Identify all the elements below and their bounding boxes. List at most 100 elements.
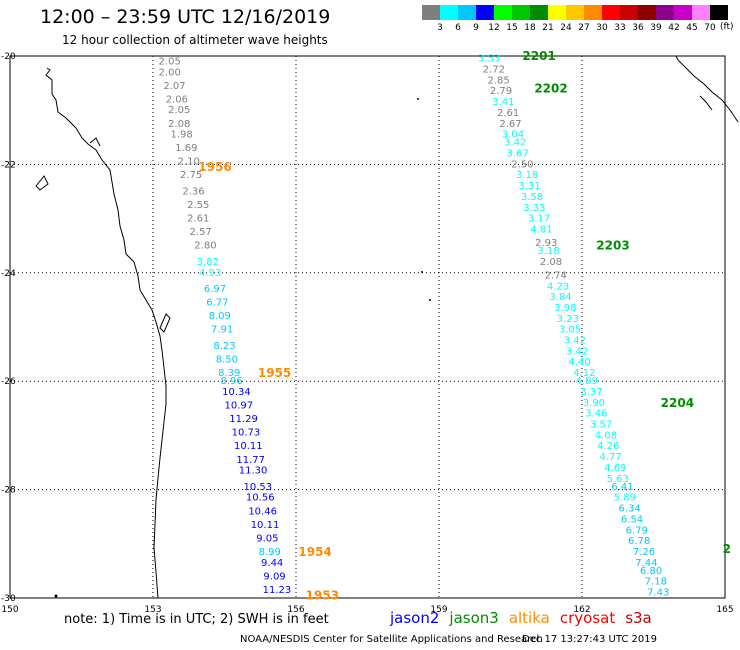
color-swatch — [656, 5, 674, 20]
wave-height-label: 5.63 — [607, 474, 629, 485]
color-scale-label: 39 — [650, 23, 662, 33]
color-swatch — [566, 5, 584, 20]
color-swatch — [620, 5, 638, 20]
wave-height-label: 3.98 — [554, 303, 576, 314]
wave-height-label: 10.97 — [224, 401, 253, 412]
wave-height-label: 2.80 — [194, 241, 216, 252]
wave-height-label: 3.90 — [583, 398, 605, 409]
fraser-island — [159, 313, 171, 333]
island-dot — [429, 299, 431, 301]
wave-height-label: 4.81 — [530, 224, 552, 235]
wave-height-label: 3.84 — [549, 292, 571, 303]
wave-height-label: 7.26 — [633, 547, 655, 558]
color-swatch — [440, 5, 458, 20]
wave-height-label: 6.78 — [628, 536, 650, 547]
wave-height-label: 2.57 — [190, 227, 212, 238]
wave-height-label: 3.31 — [518, 181, 540, 192]
mission-jason3: jason3 — [449, 609, 499, 627]
wave-height-label: 4.77 — [599, 452, 621, 463]
wave-height-label: 8.09 — [209, 311, 231, 322]
bay-detail-coast — [89, 137, 101, 147]
coastline — [35, 55, 739, 599]
wave-height-label: 6.41 — [611, 482, 633, 493]
color-scale-label: 9 — [473, 23, 479, 33]
wave-height-label: 8.96 — [221, 376, 243, 387]
wave-height-label: 3.58 — [521, 192, 543, 203]
wave-height-label: 6.77 — [206, 298, 228, 309]
wave-height-label: 4.23 — [547, 281, 569, 292]
wave-height-label: 8.23 — [213, 341, 235, 352]
wave-height-label: 2.05 — [159, 56, 181, 67]
color-scale-label: 70 — [704, 23, 716, 33]
wave-height-label: 4.93 — [199, 268, 221, 279]
pass-number-label: 1956 — [198, 160, 231, 174]
wave-height-label: 6.54 — [621, 514, 643, 525]
wave-height-label: 6.80 — [640, 566, 662, 577]
color-swatch — [638, 5, 656, 20]
wave-height-label: 3.33 — [523, 203, 545, 214]
wave-height-label: 11.23 — [263, 585, 292, 596]
wave-height-label: 6.79 — [626, 525, 648, 536]
wave-height-label: 6.34 — [619, 504, 641, 515]
whitsunday-islands — [35, 175, 49, 191]
wave-height-label: 3.67 — [507, 149, 529, 160]
latitude-tick-label: -20 — [1, 52, 16, 62]
color-swatch — [692, 5, 710, 20]
wave-height-label: 8.39 — [218, 368, 240, 379]
wave-height-label: 10.11 — [234, 441, 263, 452]
wave-height-label: 9.09 — [263, 571, 285, 582]
color-scale-label: 15 — [506, 23, 518, 33]
latitude-tick-label: -24 — [1, 269, 16, 279]
longitude-tick-label: 153 — [144, 605, 161, 615]
wave-height-label: 4.26 — [597, 441, 619, 452]
australia-coastline — [45, 67, 167, 599]
wave-height-label: 2.67 — [499, 119, 521, 130]
map-frame — [9, 55, 726, 599]
wave-height-label: 1.69 — [175, 143, 197, 154]
wave-height-label: 2.85 — [487, 75, 509, 86]
color-swatch — [674, 5, 692, 20]
wave-height-label: 2.08 — [540, 257, 562, 268]
longitude-tick-label: 159 — [430, 605, 447, 615]
pass-number-label: 2202 — [534, 82, 567, 96]
color-scale-label: 33 — [614, 23, 626, 33]
wave-height-label: 5.89 — [614, 493, 636, 504]
color-scale-label: 3 — [437, 23, 443, 33]
latitude-tick-label: -26 — [1, 377, 16, 387]
mission-legend: jason2 jason3 altika cryosat s3a — [390, 609, 662, 627]
footer-timestamp: Dec 17 13:27:43 UTC 2019 — [522, 634, 657, 645]
wave-height-label: 3.57 — [590, 420, 612, 431]
color-scale-label: 12 — [488, 23, 500, 33]
color-scale-label: 36 — [632, 23, 644, 33]
wave-height-label: 2.36 — [182, 187, 204, 198]
latitude-tick-label: -22 — [1, 160, 16, 170]
wave-height-label: 2.06 — [166, 94, 188, 105]
wave-height-label: 4.40 — [568, 357, 590, 368]
wave-height-label: 11.30 — [239, 466, 268, 477]
wave-height-label: 2.07 — [163, 81, 185, 92]
track-east: 3.532.722.852.793.412.612.673.043.423.67… — [478, 49, 731, 599]
color-scale-label: 18 — [524, 23, 536, 33]
wave-height-label: 10.56 — [246, 493, 275, 504]
wave-height-label: 3.46 — [585, 409, 607, 420]
longitude-tick-label: 162 — [573, 605, 590, 615]
pass-number-label: 2204 — [661, 396, 694, 410]
color-scale-unit: (ft) — [720, 22, 734, 32]
color-scale-legend: 3 6 9 12 15 18 21 24 27 30 33 36 39 42 45 70 — [422, 5, 730, 35]
color-swatch — [458, 5, 476, 20]
color-swatch — [548, 5, 566, 20]
wave-height-label: 7.43 — [647, 588, 669, 599]
wave-height-label: 2.72 — [483, 65, 505, 76]
island-dot — [54, 594, 58, 598]
wave-height-label: 2.00 — [159, 67, 181, 78]
color-scale-label: 45 — [686, 23, 698, 33]
wave-height-label: 3.42 — [564, 336, 586, 347]
wave-height-label: 2.61 — [187, 214, 209, 225]
wave-height-label: 2.93 — [535, 238, 557, 249]
altimeter-tracks: 2.052.002.072.062.052.081.981.692.102.75… — [159, 49, 731, 602]
color-scale-label: 21 — [542, 23, 554, 33]
wave-height-label: 9.05 — [256, 533, 278, 544]
wave-height-label: 2.10 — [178, 157, 200, 168]
color-swatch — [602, 5, 620, 20]
